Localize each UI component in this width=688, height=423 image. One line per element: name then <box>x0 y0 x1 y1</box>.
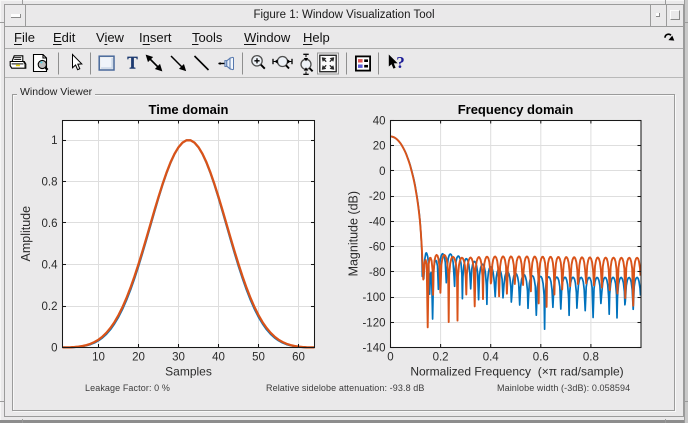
svg-text:0.4: 0.4 <box>483 352 500 364</box>
svg-text:0: 0 <box>379 166 385 178</box>
svg-text:30: 30 <box>172 352 185 364</box>
svg-text:40: 40 <box>212 352 225 364</box>
svg-text:0.2: 0.2 <box>42 301 58 313</box>
svg-text:0.6: 0.6 <box>533 352 549 364</box>
svg-text:-60: -60 <box>369 242 386 254</box>
svg-text:Time domain: Time domain <box>149 102 229 117</box>
svg-text:0.8: 0.8 <box>42 177 58 189</box>
svg-text:Amplitude: Amplitude <box>19 206 33 262</box>
svg-text:Samples: Samples <box>165 365 212 379</box>
svg-text:Magnitude (dB): Magnitude (dB) <box>347 191 361 276</box>
svg-text:1: 1 <box>51 135 57 147</box>
svg-text:0.8: 0.8 <box>583 352 599 364</box>
svg-text:20: 20 <box>132 352 145 364</box>
svg-text:Normalized Frequency (×π rad/: Normalized Frequency (×π rad/sample) <box>410 365 623 379</box>
svg-text:?: ? <box>396 53 405 72</box>
svg-text:-140: -140 <box>362 343 385 355</box>
svg-text:-120: -120 <box>362 317 385 329</box>
svg-text:10: 10 <box>92 352 105 364</box>
svg-text:Frequency domain: Frequency domain <box>458 102 574 117</box>
svg-text:60: 60 <box>292 352 305 364</box>
svg-text:0.6: 0.6 <box>42 218 58 230</box>
svg-text:-40: -40 <box>369 216 386 228</box>
svg-text:20: 20 <box>373 141 386 153</box>
svg-text:0.4: 0.4 <box>42 260 59 272</box>
svg-text:0.2: 0.2 <box>433 352 449 364</box>
svg-text:50: 50 <box>252 352 265 364</box>
svg-text:0: 0 <box>387 352 393 364</box>
svg-text:0: 0 <box>51 343 57 355</box>
svg-text:-100: -100 <box>362 292 385 304</box>
svg-text:40: 40 <box>373 115 386 127</box>
svg-text:-20: -20 <box>369 191 386 203</box>
svg-text:-80: -80 <box>369 267 386 279</box>
